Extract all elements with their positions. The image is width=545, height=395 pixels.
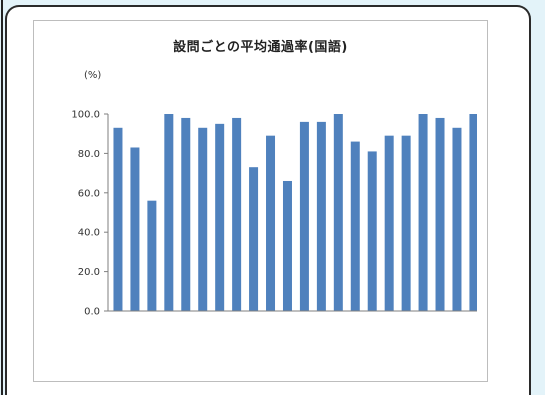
bar: [316, 121, 326, 311]
bar: [299, 121, 309, 311]
bar: [215, 123, 225, 311]
y-tick-label: 20.0: [78, 267, 100, 278]
bar: [266, 135, 276, 311]
bar: [435, 117, 445, 311]
bar-series: [113, 114, 477, 311]
bar: [384, 135, 394, 311]
bar: [249, 167, 259, 311]
bar: [232, 117, 242, 311]
y-tick-label: 60.0: [78, 188, 100, 199]
window-edge-rule: [1, 0, 3, 395]
chart-title: 設問ごとの平均通過率(国語): [173, 40, 348, 55]
bar: [164, 114, 174, 311]
bar: [469, 114, 477, 311]
bar: [113, 127, 123, 311]
bar: [147, 200, 157, 311]
bar: [198, 127, 208, 311]
axes: [107, 114, 477, 312]
chart-frame: [33, 20, 488, 382]
bar: [130, 147, 140, 311]
bar: [418, 114, 428, 311]
y-tick-label: 40.0: [78, 228, 100, 239]
bar: [350, 141, 360, 311]
y-tick-label: 80.0: [78, 149, 100, 160]
y-axis-label: (%): [84, 70, 102, 81]
bar: [181, 117, 191, 311]
y-tick-label: 0.0: [84, 307, 100, 318]
bar: [282, 180, 292, 311]
bar: [367, 151, 377, 311]
bar: [401, 135, 411, 311]
bar: [452, 127, 462, 311]
y-tick-label: 100.0: [71, 110, 100, 121]
bar: [333, 114, 343, 311]
y-axis-ticks: 0.0 20.0 40.0 60.0 80.0 100.0: [71, 110, 108, 318]
